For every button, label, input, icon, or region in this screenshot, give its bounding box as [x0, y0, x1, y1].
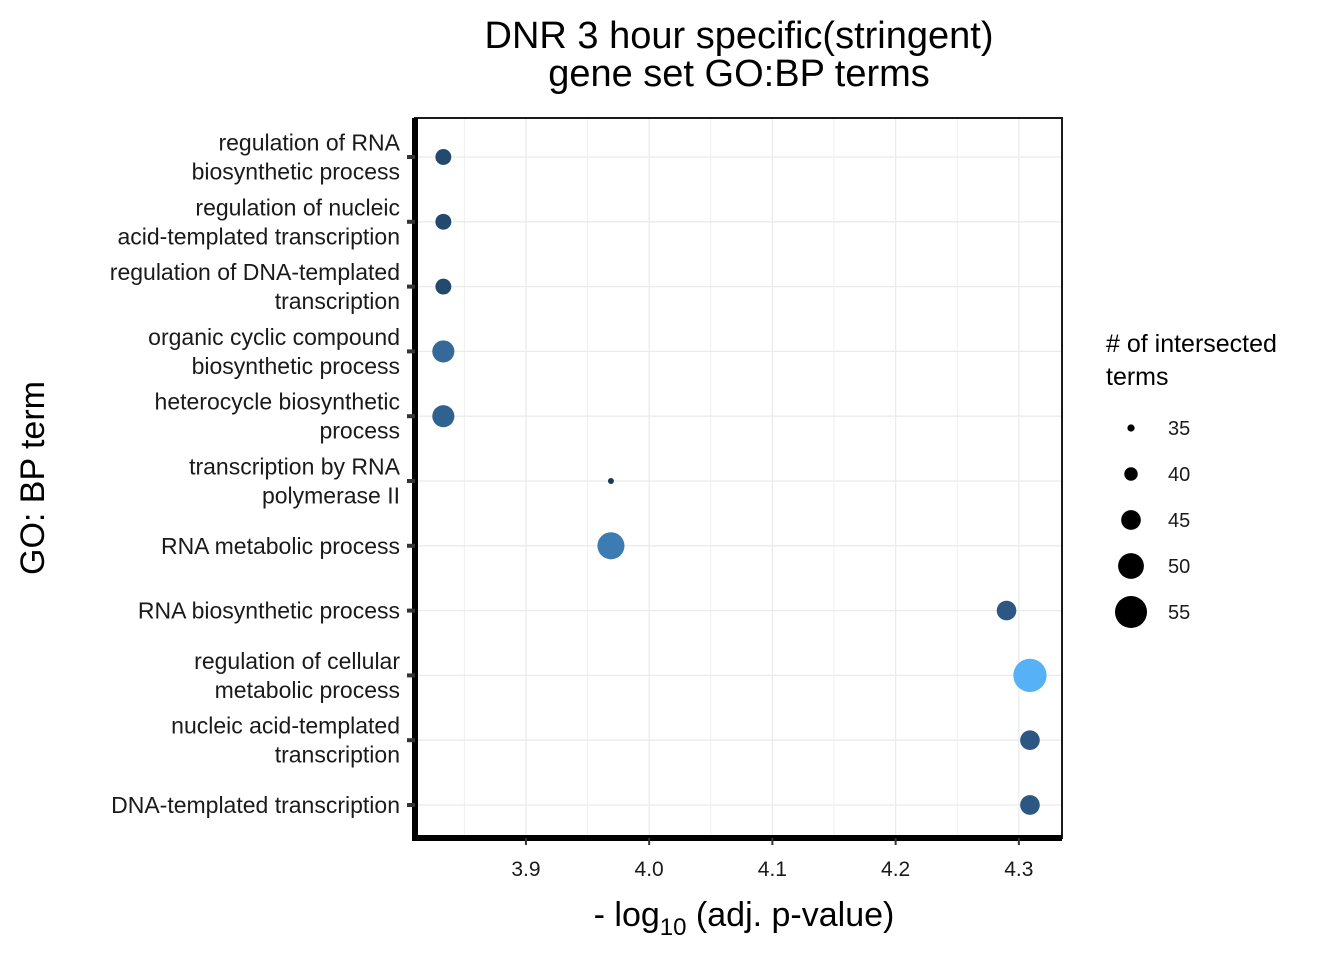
- y-tick-label: RNA metabolic process: [161, 533, 400, 559]
- legend-key: [1124, 467, 1138, 481]
- y-tick-label: process: [319, 418, 400, 444]
- y-tick-label: organic cyclic compound: [148, 324, 400, 350]
- x-axis-title: - log10 (adj. p-value): [594, 896, 895, 941]
- x-tick-label: 4.2: [881, 858, 910, 881]
- data-point: [607, 478, 614, 484]
- y-tick-label: biosynthetic process: [192, 159, 400, 185]
- axes: [407, 117, 1063, 845]
- y-tick-label: nucleic acid-templated: [171, 713, 400, 739]
- y-tick-label: regulation of cellular: [194, 648, 400, 674]
- legend-title: # of intersected: [1106, 330, 1277, 358]
- data-point: [1020, 795, 1040, 815]
- x-tick-label: 4.0: [635, 858, 664, 881]
- y-tick-label: transcription: [275, 742, 400, 768]
- data-point: [435, 278, 452, 295]
- x-tick-labels: 3.9 4.0 4.1 4.2 4.3: [511, 858, 1033, 881]
- legend-label: 50: [1168, 556, 1190, 578]
- y-tick-label: regulation of DNA-templated: [110, 259, 400, 285]
- axis-titles: - log10 (adj. p-value) GO: BP term: [14, 381, 894, 941]
- legend-label: 45: [1168, 510, 1190, 532]
- y-tick-label: metabolic process: [215, 677, 400, 703]
- x-tick-label: 4.1: [758, 858, 787, 881]
- legend-key: [1114, 595, 1148, 629]
- y-tick-labels: regulation of RNA biosynthetic process reg…: [110, 130, 401, 819]
- y-tick-label: regulation of nucleic: [195, 194, 400, 220]
- legend-label: 35: [1168, 418, 1190, 440]
- y-tick-label: regulation of RNA: [218, 130, 400, 156]
- data-point: [1020, 730, 1040, 751]
- legend-key: [1127, 424, 1135, 432]
- y-tick-label: DNA-templated transcription: [111, 792, 400, 818]
- y-tick-label: transcription: [275, 288, 400, 314]
- y-tick-label: biosynthetic process: [192, 353, 400, 379]
- plot-area: [415, 118, 1062, 838]
- y-axis-title: GO: BP term: [14, 381, 52, 575]
- y-tick-label: polymerase II: [262, 483, 400, 509]
- legend-label: 55: [1168, 602, 1190, 624]
- grid-lines: [415, 118, 1062, 838]
- legend-key: [1121, 510, 1141, 530]
- chart-title-line: DNR 3 hour specific(stringent): [485, 15, 994, 57]
- plot-background: [415, 118, 1062, 838]
- legend-key: [1118, 553, 1144, 579]
- data-point: [597, 532, 625, 560]
- data-point: [435, 149, 452, 165]
- y-tick-label: heterocycle biosynthetic: [155, 389, 400, 415]
- data-point: [432, 405, 455, 428]
- data-point: [435, 213, 452, 230]
- legend-label: 40: [1168, 464, 1190, 486]
- x-tick-label: 3.9: [511, 858, 540, 881]
- size-legend: # of intersected terms 35 40 45 50 55: [1106, 330, 1277, 629]
- chart-title-line: gene set GO:BP terms: [548, 53, 930, 95]
- y-tick-label: RNA biosynthetic process: [138, 598, 400, 624]
- x-tick-label: 4.3: [1004, 858, 1033, 881]
- data-points: [432, 149, 1047, 815]
- chart-title: DNR 3 hour specific(stringent)gene set G…: [485, 15, 994, 95]
- data-point: [996, 600, 1017, 621]
- y-tick-label: acid-templated transcription: [117, 223, 400, 249]
- data-point: [432, 340, 455, 363]
- data-point: [1013, 658, 1047, 693]
- legend-title: terms: [1106, 363, 1169, 391]
- y-tick-label: transcription by RNA: [189, 454, 401, 480]
